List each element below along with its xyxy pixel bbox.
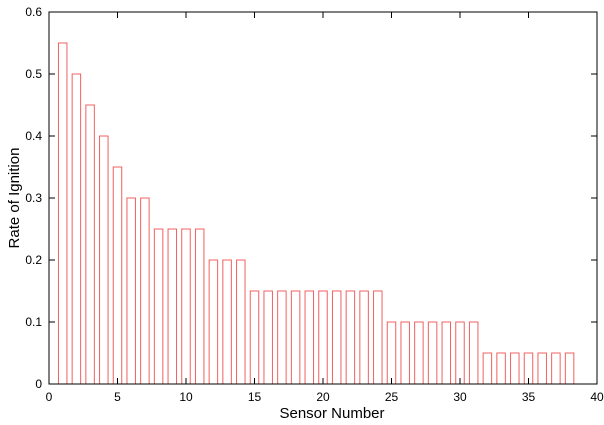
bar-sensor-9 <box>167 228 178 385</box>
bar-sensor-14 <box>236 259 246 385</box>
y-tick-label: 0.2 <box>25 253 42 267</box>
x-tick-label: 0 <box>46 390 53 404</box>
bar-sensor-28 <box>427 321 438 385</box>
y-tick-label: 0.4 <box>25 129 42 143</box>
bar-sensor-37 <box>551 352 561 385</box>
x-tick-label: 35 <box>522 390 536 404</box>
bar-sensor-5 <box>112 166 123 385</box>
bar-sensor-7 <box>140 197 150 385</box>
bar-sensor-6 <box>126 197 136 385</box>
bar-sensor-3 <box>85 104 95 385</box>
x-tick-label: 40 <box>590 390 604 404</box>
bar-sensor-19 <box>304 290 315 385</box>
y-tick-label: 0.3 <box>25 191 42 205</box>
bar-sensor-26 <box>400 321 410 385</box>
bar-sensor-34 <box>510 352 520 385</box>
bar-sensor-21 <box>331 290 342 385</box>
bar-sensor-38 <box>564 352 575 385</box>
bar-sensor-16 <box>263 290 273 385</box>
x-axis-label: Sensor Number <box>279 405 384 422</box>
y-tick-labels: 0 0.1 0.2 0.3 0.4 0.5 0.6 <box>25 5 42 391</box>
y-axis-label: Rate of Ignition <box>6 148 23 249</box>
bar-sensor-11 <box>194 228 205 385</box>
bar-sensor-25 <box>386 321 397 385</box>
x-tick-label: 25 <box>385 390 399 404</box>
bar-sensor-2 <box>71 73 82 385</box>
bars-layer <box>57 42 575 385</box>
bar-sensor-12 <box>208 259 219 385</box>
bar-sensor-13 <box>222 259 232 385</box>
x-tick-label: 15 <box>248 390 262 404</box>
bar-sensor-20 <box>318 290 328 385</box>
ticks-layer <box>48 11 598 385</box>
x-tick-label: 20 <box>316 390 330 404</box>
bar-sensor-4 <box>99 135 109 385</box>
bar-sensor-22 <box>345 290 356 385</box>
bar-sensor-30 <box>455 321 465 385</box>
bar-sensor-24 <box>373 290 383 385</box>
bar-sensor-18 <box>290 290 301 385</box>
x-tick-label: 30 <box>453 390 467 404</box>
bar-sensor-15 <box>249 290 260 385</box>
bar-sensor-32 <box>482 352 493 385</box>
bar-sensor-1 <box>57 42 68 385</box>
bar-sensor-36 <box>537 352 547 385</box>
x-tick-label: 5 <box>114 390 121 404</box>
y-tick-label: 0.6 <box>25 5 42 19</box>
x-tick-labels: 0 5 10 15 20 25 30 35 40 <box>46 390 604 404</box>
bar-sensor-31 <box>468 321 479 385</box>
bar-sensor-33 <box>496 352 506 385</box>
y-tick-label: 0.5 <box>25 67 42 81</box>
bar-sensor-23 <box>359 290 369 385</box>
bar-sensor-17 <box>277 290 287 385</box>
y-tick-label: 0 <box>35 377 42 391</box>
bar-sensor-10 <box>181 228 191 385</box>
x-tick-label: 10 <box>179 390 193 404</box>
bar-sensor-27 <box>414 321 424 385</box>
bar-sensor-29 <box>441 321 452 385</box>
y-tick-label: 0.1 <box>25 315 42 329</box>
bar-sensor-8 <box>153 228 164 385</box>
